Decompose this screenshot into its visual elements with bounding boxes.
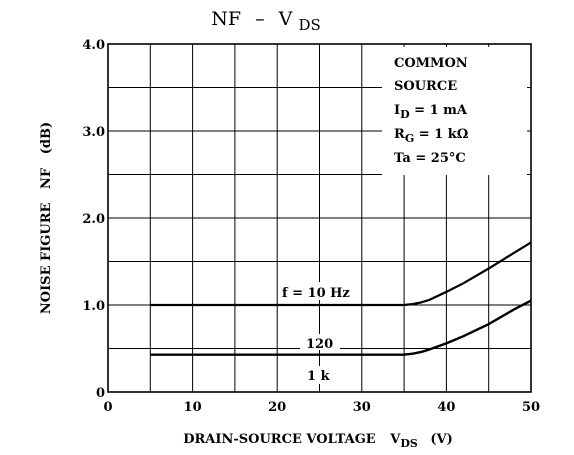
x-tick-label: 50 — [522, 400, 540, 415]
cond-rg-sub: G — [405, 132, 414, 145]
series-line-3 — [150, 299, 532, 356]
cond-source: SOURCE — [394, 79, 457, 94]
x-tick-label: 20 — [268, 400, 286, 415]
cond-id-sub: D — [400, 108, 410, 121]
series-line-2 — [150, 299, 532, 356]
series-label-120: 120 — [306, 337, 333, 352]
x-tick-label: 30 — [353, 400, 371, 415]
series-group — [150, 241, 532, 356]
conditions-box: COMMON SOURCE ID = 1 mA RG = 1 kΩ Ta = 2… — [394, 56, 468, 166]
y-tick-labels: 0 1.0 2.0 3.0 4.0 — [82, 38, 105, 401]
label-bg-1k — [302, 366, 338, 384]
cond-rg: RG = 1 kΩ — [394, 127, 468, 145]
y-tick-label: 0 — [96, 386, 105, 401]
series-label-10hz: f = 10 Hz — [282, 286, 350, 301]
cond-id: ID = 1 mA — [394, 103, 468, 121]
label-bg-120 — [300, 334, 340, 350]
y-tick-label: 4.0 — [82, 38, 105, 53]
title-var: V — [278, 8, 293, 30]
x-axis-label-unit: (V) — [430, 432, 452, 447]
cond-rg-var: R — [394, 127, 405, 142]
x-axis-label-sub: DS — [400, 437, 418, 450]
x-axis-label-var: V — [389, 432, 401, 447]
cond-ta: Ta = 25°C — [394, 151, 466, 166]
y-axis-label: NOISE FIGURE NF (dB) — [39, 122, 54, 314]
series-label-1k: 1 k — [307, 369, 331, 384]
chart-title: NF – V DS — [211, 8, 321, 34]
x-tick-label: 40 — [437, 400, 455, 415]
x-tick-labels: 0 10 20 30 40 50 — [103, 400, 540, 415]
title-nf: NF — [211, 8, 241, 30]
conditions-bg — [382, 47, 527, 175]
y-tick-label: 3.0 — [82, 125, 105, 140]
x-tick-label: 0 — [103, 400, 112, 415]
title-dash: – — [255, 8, 265, 30]
cond-rg-val: = 1 kΩ — [414, 127, 468, 142]
x-axis-label: DRAIN-SOURCE VOLTAGE VDS (V) — [183, 432, 453, 451]
cond-common: COMMON — [394, 56, 468, 71]
cond-id-val: = 1 mA — [410, 103, 468, 118]
x-axis-label-main: DRAIN-SOURCE VOLTAGE — [183, 432, 376, 447]
y-tick-label: 1.0 — [82, 299, 105, 314]
x-tick-label: 10 — [184, 400, 202, 415]
series-line-1 — [150, 241, 532, 307]
title-sub: DS — [298, 16, 320, 34]
y-tick-label: 2.0 — [82, 212, 105, 227]
cond-id-var: I — [394, 103, 400, 118]
label-bg-10hz — [280, 282, 356, 300]
plot-frame — [107, 43, 532, 393]
